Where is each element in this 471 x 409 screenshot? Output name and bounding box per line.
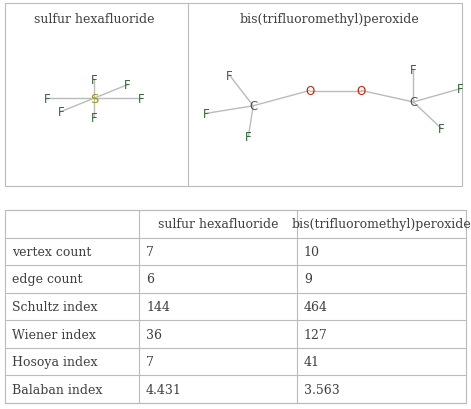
- Text: Balaban index: Balaban index: [12, 383, 102, 396]
- Text: 36: 36: [146, 328, 162, 341]
- Text: 144: 144: [146, 300, 170, 313]
- Text: Wiener index: Wiener index: [12, 328, 96, 341]
- Text: 7: 7: [146, 355, 154, 368]
- Text: F: F: [91, 73, 97, 86]
- Text: 3.563: 3.563: [304, 383, 340, 396]
- Text: bis(trifluoromethyl)peroxide: bis(trifluoromethyl)peroxide: [240, 13, 420, 25]
- Text: 464: 464: [304, 300, 328, 313]
- Text: 4.431: 4.431: [146, 383, 182, 396]
- Text: 9: 9: [304, 273, 312, 286]
- Text: F: F: [138, 92, 145, 106]
- Text: sulfur hexafluoride: sulfur hexafluoride: [158, 218, 278, 231]
- Text: O: O: [357, 85, 366, 98]
- Text: 41: 41: [304, 355, 320, 368]
- Text: 10: 10: [304, 245, 320, 258]
- Text: sulfur hexafluoride: sulfur hexafluoride: [34, 13, 154, 25]
- Text: F: F: [457, 83, 464, 96]
- Text: 127: 127: [304, 328, 327, 341]
- Text: F: F: [410, 64, 417, 77]
- Text: S: S: [90, 92, 98, 106]
- Text: O: O: [305, 85, 314, 98]
- Text: Hosoya index: Hosoya index: [12, 355, 97, 368]
- Text: F: F: [245, 130, 252, 144]
- Text: F: F: [203, 108, 210, 121]
- Text: C: C: [409, 96, 417, 109]
- Text: F: F: [57, 106, 64, 119]
- Text: F: F: [226, 70, 233, 83]
- FancyBboxPatch shape: [5, 4, 462, 187]
- Text: Schultz index: Schultz index: [12, 300, 97, 313]
- Text: F: F: [44, 92, 50, 106]
- Text: F: F: [91, 111, 97, 124]
- Text: 6: 6: [146, 273, 154, 286]
- Text: C: C: [249, 100, 257, 113]
- Text: F: F: [124, 79, 131, 92]
- Text: 7: 7: [146, 245, 154, 258]
- Text: F: F: [438, 123, 445, 136]
- Text: edge count: edge count: [12, 273, 82, 286]
- Text: vertex count: vertex count: [12, 245, 91, 258]
- Text: bis(trifluoromethyl)peroxide: bis(trifluoromethyl)peroxide: [292, 218, 471, 231]
